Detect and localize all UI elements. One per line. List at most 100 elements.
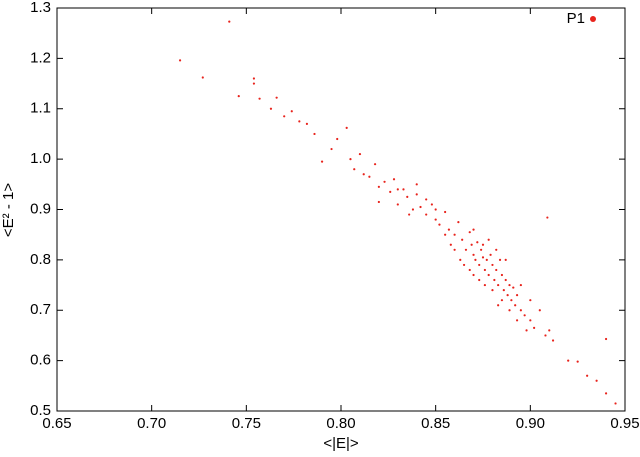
point <box>406 195 409 199</box>
point <box>604 392 608 395</box>
point <box>525 329 528 332</box>
point <box>457 220 460 224</box>
point <box>508 283 511 287</box>
point <box>470 243 473 246</box>
point <box>425 198 428 201</box>
point <box>508 309 511 312</box>
y-tick-label: 0.5 <box>30 402 51 419</box>
point <box>402 188 405 191</box>
plot-frame <box>56 7 626 412</box>
point <box>478 263 481 267</box>
point <box>483 268 486 272</box>
point <box>614 402 617 405</box>
point <box>392 178 396 181</box>
point <box>415 183 418 186</box>
point <box>408 213 411 216</box>
point <box>493 278 496 282</box>
point <box>478 278 481 282</box>
point <box>495 268 498 272</box>
point <box>504 258 507 261</box>
point <box>504 278 507 282</box>
legend-label: P1 <box>567 10 585 27</box>
point <box>283 115 286 118</box>
point <box>389 190 392 193</box>
x-tick-label: 0.80 <box>326 415 355 432</box>
point <box>425 213 428 216</box>
point <box>481 256 485 259</box>
point <box>313 132 316 136</box>
point <box>497 304 500 307</box>
point <box>434 208 437 211</box>
point <box>538 309 541 312</box>
point <box>497 283 500 287</box>
point <box>604 337 608 341</box>
point <box>396 188 399 191</box>
point <box>519 309 522 312</box>
point <box>546 216 549 219</box>
point <box>548 329 551 332</box>
point <box>595 379 598 382</box>
point <box>468 231 471 234</box>
point <box>576 360 579 363</box>
point <box>515 294 519 297</box>
point <box>368 175 371 178</box>
y-tick-label: 0.6 <box>30 352 51 369</box>
point <box>515 319 519 322</box>
y-tick-label: 1.0 <box>30 150 51 167</box>
point <box>472 273 475 277</box>
point <box>586 374 589 377</box>
point <box>472 228 475 231</box>
point <box>438 223 441 226</box>
point <box>491 263 494 267</box>
point <box>383 180 386 183</box>
point <box>474 258 477 261</box>
point <box>498 258 502 261</box>
point <box>396 203 399 206</box>
point <box>510 299 513 302</box>
x-tick-label: 0.85 <box>421 415 450 432</box>
x-tick-label: 0.95 <box>610 415 639 432</box>
point <box>476 241 479 244</box>
point <box>201 76 204 79</box>
point <box>491 289 494 292</box>
point <box>178 59 182 62</box>
point <box>487 273 490 277</box>
legend-marker <box>590 16 596 22</box>
point <box>523 314 526 317</box>
point <box>415 193 418 196</box>
point <box>481 243 485 246</box>
point <box>519 283 522 287</box>
point <box>529 299 532 302</box>
point <box>529 319 532 322</box>
point <box>495 248 498 251</box>
point <box>462 263 466 267</box>
point <box>330 147 333 151</box>
point <box>258 97 261 100</box>
point <box>290 110 293 113</box>
point <box>487 238 490 241</box>
point <box>336 137 339 141</box>
point <box>377 200 380 204</box>
point <box>464 248 468 251</box>
point <box>228 20 231 23</box>
point <box>506 294 509 297</box>
point <box>353 168 356 171</box>
x-tick-label: 0.70 <box>137 415 166 432</box>
point <box>320 160 324 163</box>
point <box>453 248 456 251</box>
point <box>252 82 256 85</box>
point <box>411 208 415 211</box>
point <box>512 286 515 289</box>
y-tick-label: 1.2 <box>30 49 51 66</box>
point <box>430 203 433 206</box>
point <box>461 238 464 241</box>
point <box>419 205 422 209</box>
point <box>551 339 555 342</box>
point <box>237 95 240 98</box>
point <box>480 248 483 251</box>
point <box>362 173 365 176</box>
point <box>567 359 570 362</box>
y-tick-label: 0.7 <box>30 301 51 318</box>
point <box>377 185 380 188</box>
